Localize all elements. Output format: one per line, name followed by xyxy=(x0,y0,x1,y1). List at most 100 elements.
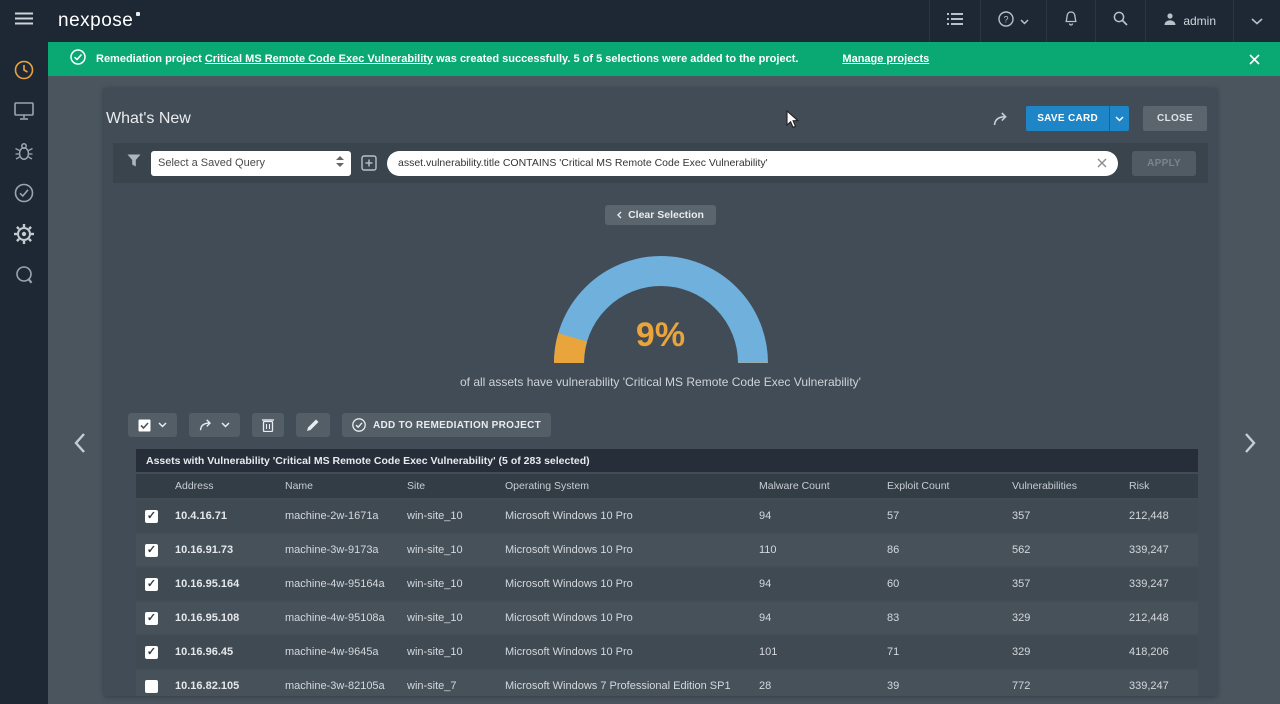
query-clear-button[interactable] xyxy=(1097,158,1107,168)
add-saved-query-button[interactable] xyxy=(361,155,377,171)
cell-exploit: 86 xyxy=(887,544,900,556)
close-icon xyxy=(1097,158,1107,168)
cell-name: machine-3w-9173a xyxy=(285,544,379,556)
chevron-down-icon xyxy=(1251,12,1263,30)
clock-icon xyxy=(14,60,34,80)
table-row: 10.16.95.164 machine-4w-95164a win-site_… xyxy=(136,568,1198,600)
column-header-malware[interactable]: Malware Count xyxy=(759,480,830,492)
clear-selection-button[interactable]: Clear Selection xyxy=(605,205,716,225)
close-card-button[interactable]: CLOSE xyxy=(1143,106,1207,131)
cell-vulnerabilities: 357 xyxy=(1012,578,1031,590)
table-row: 10.16.82.105 machine-3w-82105a win-site_… xyxy=(136,670,1198,696)
column-header-vulnerabilities[interactable]: Vulnerabilities xyxy=(1012,480,1077,492)
gear-icon xyxy=(14,224,34,244)
monitor-icon xyxy=(14,102,34,120)
share-card-button[interactable] xyxy=(991,110,1012,128)
nav-list-button[interactable] xyxy=(929,0,980,42)
table-toolbar: ADD TO REMEDIATION PROJECT xyxy=(128,413,1217,437)
user-icon xyxy=(1163,12,1177,31)
cell-name: machine-3w-82105a xyxy=(285,680,385,692)
chevron-right-icon xyxy=(1245,433,1256,453)
cell-risk: 339,247 xyxy=(1129,544,1169,556)
cell-site: win-site_10 xyxy=(407,646,463,658)
banner-close-button[interactable] xyxy=(1243,50,1266,69)
cell-address: 10.16.95.108 xyxy=(175,612,240,624)
nav-help-button[interactable]: ? xyxy=(980,0,1046,42)
cell-address: 10.16.95.164 xyxy=(175,578,240,590)
menu-button[interactable] xyxy=(0,0,48,42)
row-checkbox[interactable] xyxy=(145,509,158,523)
prev-card-arrow[interactable] xyxy=(70,428,90,463)
funnel-icon xyxy=(127,154,141,172)
row-checkbox[interactable] xyxy=(145,577,158,591)
bell-icon xyxy=(1064,11,1078,31)
chevron-down-icon xyxy=(221,422,230,428)
save-card-dropdown[interactable] xyxy=(1109,106,1130,131)
filter-bar: Select a Saved Query APPLY xyxy=(113,143,1208,183)
cell-site: win-site_7 xyxy=(407,680,457,692)
cell-malware: 94 xyxy=(759,510,772,522)
sidebar-item-settings[interactable] xyxy=(10,220,38,248)
cell-vulnerabilities: 562 xyxy=(1012,544,1031,556)
select-all-dropdown-button[interactable] xyxy=(128,413,177,437)
manage-projects-link[interactable]: Manage projects xyxy=(842,53,930,65)
cell-address: 10.16.96.45 xyxy=(175,646,234,658)
nav-user-chevron[interactable] xyxy=(1233,0,1280,42)
sidebar-item-recent[interactable] xyxy=(10,56,38,84)
gauge-caption: of all assets have vulnerability 'Critic… xyxy=(460,375,861,389)
sidebar-item-dashboards[interactable] xyxy=(10,97,38,125)
cell-address: 10.4.16.71 xyxy=(175,510,227,522)
delete-button[interactable] xyxy=(252,413,284,437)
row-checkbox[interactable] xyxy=(145,679,158,693)
nav-user-menu[interactable]: admin xyxy=(1145,0,1233,42)
nav-search-button[interactable] xyxy=(1095,0,1145,42)
sidebar-item-remediation[interactable] xyxy=(10,179,38,207)
top-nav: nexpose ? admin xyxy=(0,0,1280,42)
share-selection-dropdown-button[interactable] xyxy=(189,413,240,437)
gauge-value-label: 9% xyxy=(635,316,686,354)
table-title: Assets with Vulnerability 'Critical MS R… xyxy=(136,449,1198,472)
cell-os: Microsoft Windows 10 Pro xyxy=(505,646,633,658)
hamburger-icon xyxy=(15,12,33,30)
column-header-address[interactable]: Address xyxy=(175,480,214,492)
table-row: 10.16.96.45 machine-4w-9645a win-site_10… xyxy=(136,636,1198,668)
row-checkbox[interactable] xyxy=(145,611,158,625)
cell-name: machine-4w-9645a xyxy=(285,646,379,658)
cell-site: win-site_10 xyxy=(407,544,463,556)
cell-name: machine-2w-1671a xyxy=(285,510,379,522)
apply-button[interactable]: APPLY xyxy=(1132,150,1196,176)
check-circle-icon xyxy=(14,183,34,203)
check-circle-icon xyxy=(70,48,86,70)
page-title: What's New xyxy=(106,109,191,127)
banner-project-link[interactable]: Critical MS Remote Code Exec Vulnerabili… xyxy=(204,53,434,65)
row-checkbox[interactable] xyxy=(145,645,158,659)
add-to-remediation-project-button[interactable]: ADD TO REMEDIATION PROJECT xyxy=(342,413,551,437)
share-arrow-icon xyxy=(199,419,211,431)
cell-site: win-site_10 xyxy=(407,612,463,624)
column-header-name[interactable]: Name xyxy=(285,480,314,492)
assets-table: Assets with Vulnerability 'Critical MS R… xyxy=(136,449,1198,696)
column-header-risk[interactable]: Risk xyxy=(1129,480,1150,492)
nav-notifications-button[interactable] xyxy=(1046,0,1095,42)
cell-malware: 110 xyxy=(759,544,777,556)
cell-risk: 339,247 xyxy=(1129,680,1169,692)
next-card-arrow[interactable] xyxy=(1240,428,1260,463)
cell-site: win-site_10 xyxy=(407,578,463,590)
save-card-button[interactable]: SAVE CARD xyxy=(1026,106,1110,131)
table-row: 10.4.16.71 machine-2w-1671a win-site_10 … xyxy=(136,500,1198,532)
column-header-exploit[interactable]: Exploit Count xyxy=(887,480,950,492)
column-header-site[interactable]: Site xyxy=(407,480,426,492)
edit-button[interactable] xyxy=(296,413,330,437)
search-icon xyxy=(1113,11,1128,31)
column-header-os[interactable]: Operating System xyxy=(505,480,590,492)
query-input[interactable] xyxy=(398,157,1090,169)
saved-query-select[interactable]: Select a Saved Query xyxy=(151,150,351,176)
sidebar-item-support[interactable] xyxy=(10,261,38,289)
gauge-chart: 9% xyxy=(541,243,781,364)
chevron-down-icon xyxy=(158,422,167,428)
save-card-split-button: SAVE CARD xyxy=(1026,106,1130,131)
row-checkbox[interactable] xyxy=(145,543,158,557)
cell-exploit: 83 xyxy=(887,612,900,624)
sidebar-item-vulnerabilities[interactable] xyxy=(10,138,38,166)
cell-risk: 339,247 xyxy=(1129,578,1169,590)
